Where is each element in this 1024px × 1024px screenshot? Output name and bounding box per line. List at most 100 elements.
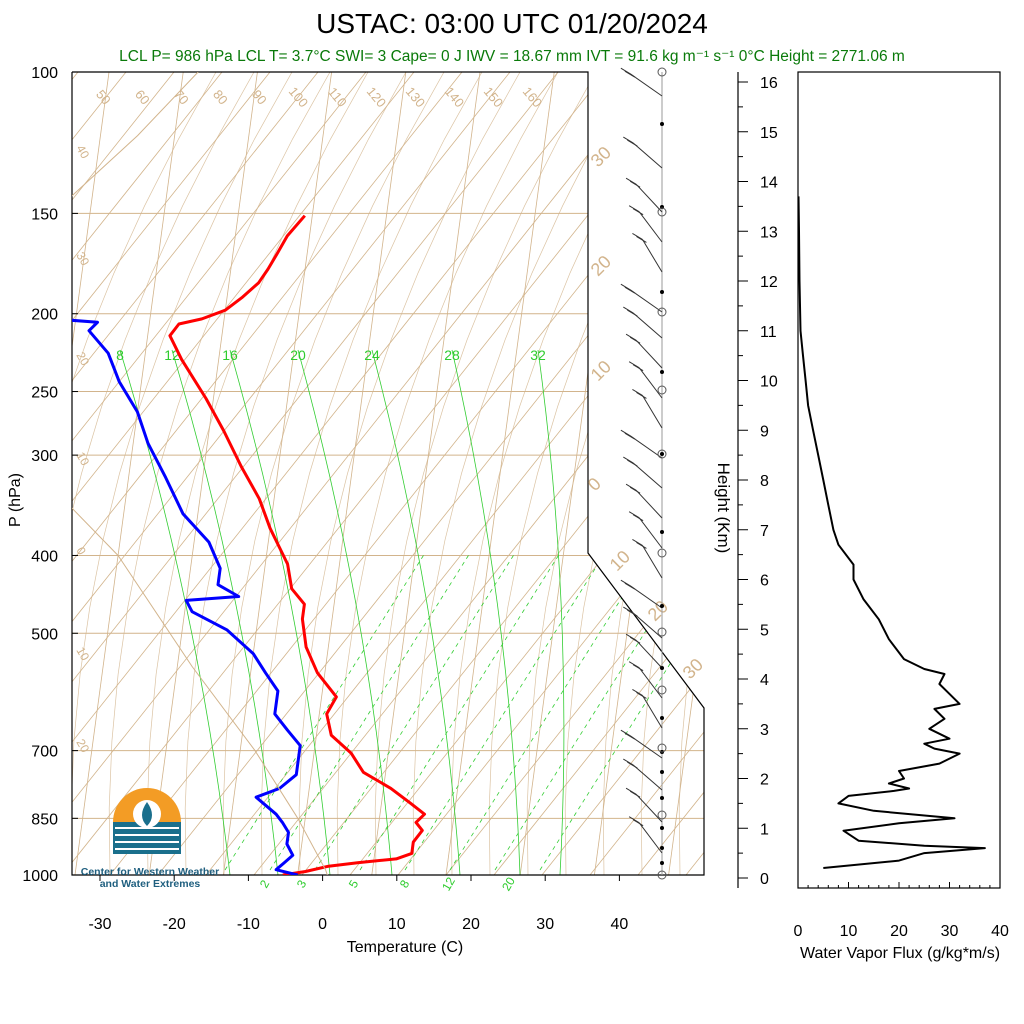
moist-adiabat-line (184, 72, 407, 875)
isotherm-line (148, 72, 258, 875)
mixing-ratio-label: 8 (397, 877, 413, 890)
logo-text-line1: Center for Western Weather (80, 866, 220, 878)
wind-barb-flag (623, 606, 634, 614)
cw3e-logo (113, 788, 181, 854)
wind-barb-shaft (641, 395, 663, 429)
wind-barb-flag (624, 286, 636, 294)
height-tick-label: 2 (760, 772, 769, 789)
dry-adiabat-line (637, 72, 704, 875)
wind-barb-shaft (638, 822, 663, 854)
dry-adiabat-label: 80 (210, 87, 231, 108)
wind-level-dot (660, 796, 664, 800)
height-tick-label: 3 (760, 722, 769, 739)
wind-barb-shaft (638, 211, 663, 243)
isotherm-line (371, 72, 481, 875)
mixing-ratio-label: 3 (294, 877, 310, 890)
y-tick-label: 200 (31, 307, 58, 324)
dry-adiabat-line (253, 72, 704, 875)
moist-adiabat-label: 20 (587, 252, 615, 280)
mixing-ratio-label: 12 (439, 874, 458, 893)
height-tick-label: 6 (760, 573, 769, 590)
y-tick-label: 150 (31, 206, 58, 223)
wind-barb-shaft (630, 585, 663, 609)
wind-barb-flag (624, 582, 636, 590)
wind-barb-flag (629, 636, 641, 644)
dry-adiabat-label: 130 (403, 84, 428, 110)
wind-barb-flag (632, 688, 643, 696)
mixing-ratio-dashed-line (404, 552, 606, 871)
wind-level-dot (660, 666, 664, 670)
height-tick-label: 9 (760, 423, 769, 440)
x-tick-label: 40 (611, 916, 629, 933)
dry-adiabat-label: 60 (132, 87, 153, 108)
y-tick-label: 400 (31, 548, 58, 565)
wind-level-dot (660, 770, 664, 774)
moist-adiabat-label: 20 (644, 597, 672, 625)
dry-adiabat-label: 50 (93, 87, 114, 108)
wind-barb-flag (625, 787, 637, 795)
wind-barb-flag (629, 790, 641, 798)
dry-adiabat-line (72, 72, 415, 875)
isotherm-label: 40 (73, 143, 92, 162)
wind-barb-shaft (635, 489, 663, 519)
moist-adiabat-line (146, 72, 369, 875)
dry-adiabat-line (205, 72, 704, 875)
mixing-ratio-label: 5 (346, 877, 362, 890)
moist-adiabat-line (602, 72, 704, 875)
wind-barb-flag (625, 177, 637, 185)
wind-level-dot (660, 716, 664, 720)
wind-barb-flag (620, 283, 632, 291)
series-water-vapor-flux (797, 196, 986, 869)
wind-barb-flag (632, 538, 643, 546)
moist-adiabat-line (222, 72, 445, 875)
flux-x-tick-label: 30 (941, 923, 959, 940)
wind-barb-flag (623, 136, 634, 144)
dry-adiabat-line (782, 72, 1024, 875)
wind-barb-flag (636, 235, 647, 243)
dry-adiabat-line (349, 72, 704, 875)
dry-adiabat-line (72, 72, 511, 875)
mixing-ratio-label: 28 (444, 347, 460, 363)
dry-adiabat-line (72, 72, 703, 875)
x-tick-label: 20 (462, 916, 480, 933)
moist-adiabat-line (450, 72, 673, 875)
wind-barb-shaft (630, 73, 663, 97)
wind-barb-shaft (638, 667, 663, 699)
height-tick-label: 14 (760, 175, 778, 192)
wind-barb-flag (629, 336, 641, 344)
series-parcel (72, 72, 328, 875)
wind-barb-flag (629, 486, 641, 494)
wind-barb-flag (632, 232, 643, 240)
background-lines (72, 72, 1024, 875)
wind-level-dot (660, 122, 664, 126)
wind-barb-shaft (638, 367, 663, 399)
wind-barb-flag (627, 139, 638, 147)
wind-barb-shaft (632, 764, 663, 791)
mixing-ratio-line (451, 349, 521, 875)
wind-barb-flag (627, 459, 638, 467)
wind-barb-shaft (630, 435, 663, 459)
y-tick-label: 300 (31, 448, 58, 465)
wind-level-circle (657, 685, 667, 695)
dry-adiabat-line (72, 72, 607, 875)
height-tick-label: 4 (760, 672, 769, 689)
mixing-ratio-label: 16 (222, 347, 238, 363)
y-axis-label: P (hPa) (7, 473, 24, 527)
wind-level-dot (660, 846, 664, 850)
wind-barb-shaft (632, 312, 663, 339)
wind-barb-flag (627, 761, 638, 769)
wind-barb-shaft (632, 612, 663, 639)
wind-barb-flag (628, 816, 640, 824)
moist-adiabat-label: 0 (584, 474, 605, 495)
wind-barb-shaft (632, 462, 663, 489)
dry-adiabat-line (589, 72, 704, 875)
wind-level-circle (657, 449, 667, 459)
moist-adiabat-line (72, 72, 293, 875)
isotherm-label: 20 (73, 737, 92, 756)
mixing-ratio-line (537, 349, 565, 875)
flux-x-tick-label: 20 (890, 923, 908, 940)
x-tick-label: -20 (163, 916, 186, 933)
wind-barb-shaft (630, 735, 663, 759)
wind-barb-shaft (635, 793, 663, 823)
wind-level-circle (657, 627, 667, 637)
